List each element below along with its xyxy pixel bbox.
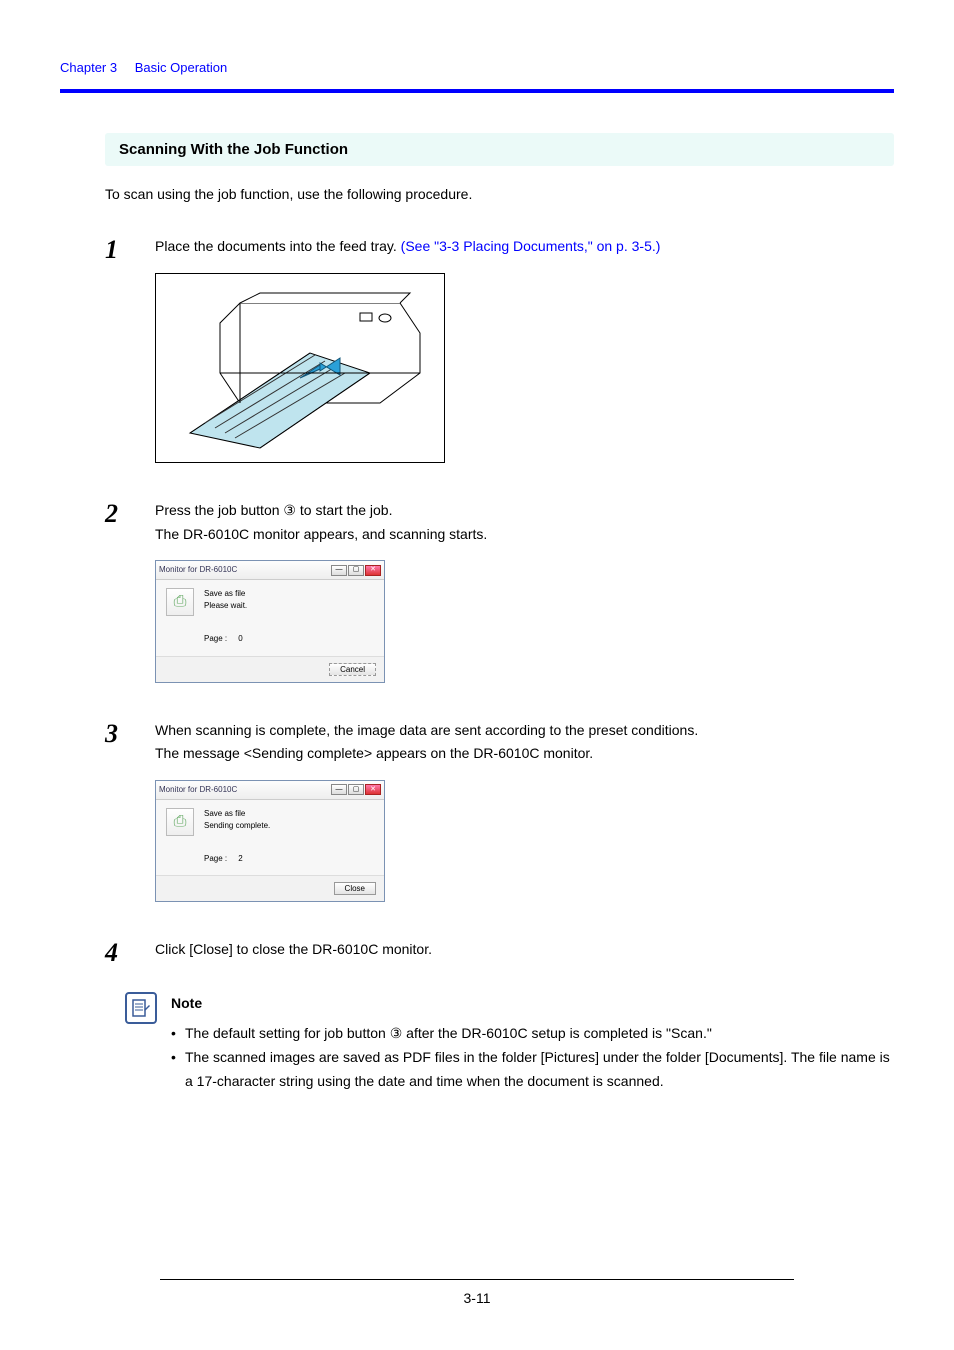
monitor-title: Monitor for DR-6010C [159, 563, 237, 577]
footer-rule [160, 1279, 794, 1280]
step3-line1: When scanning is complete, the image dat… [155, 719, 894, 743]
cancel-button[interactable]: Cancel [329, 663, 376, 676]
monitor1-line1: Save as file [204, 588, 247, 600]
note-block: Note The default setting for job button … [125, 992, 894, 1093]
maximize-icon[interactable]: ▢ [348, 784, 364, 795]
job-button-3-icon: ③ [390, 1022, 403, 1046]
note-bullet-2: The scanned images are saved as PDF file… [171, 1046, 894, 1094]
monitor2-figure: Monitor for DR-6010C — ▢ ✕ ⎙ Save as fil… [155, 780, 894, 902]
monitor-titlebar: Monitor for DR-6010C — ▢ ✕ [156, 561, 384, 580]
monitor1-line2: Please wait. [204, 600, 247, 612]
intro-text: To scan using the job function, use the … [105, 184, 894, 205]
step-3: 3 When scanning is complete, the image d… [105, 719, 894, 913]
monitor2-page-label: Page : [204, 854, 227, 863]
step-body: Place the documents into the feed tray. … [155, 235, 894, 473]
step-body: Click [Close] to close the DR-6010C moni… [155, 938, 894, 966]
step-2: 2 Press the job button ③ to start the jo… [105, 499, 894, 693]
step2-text-a: Press the job button [155, 502, 283, 518]
job-button-3-icon: ③ [283, 499, 296, 523]
note-title: Note [171, 992, 894, 1016]
step-4: 4 Click [Close] to close the DR-6010C mo… [105, 938, 894, 966]
close-icon[interactable]: ✕ [365, 784, 381, 795]
step-body: Press the job button ③ to start the job.… [155, 499, 894, 693]
minimize-icon[interactable]: — [331, 784, 347, 795]
monitor-window-2: Monitor for DR-6010C — ▢ ✕ ⎙ Save as fil… [155, 780, 385, 902]
page-number: 3-11 [0, 1290, 954, 1306]
monitor1-page-label: Page : [204, 634, 227, 643]
step-body: When scanning is complete, the image dat… [155, 719, 894, 913]
step-number: 1 [105, 235, 155, 473]
chapter-label: Chapter 3 [60, 60, 117, 75]
note-bullet-1: The default setting for job button ③ aft… [171, 1022, 894, 1046]
monitor-titlebar: Monitor for DR-6010C — ▢ ✕ [156, 781, 384, 800]
scanner-figure [155, 273, 894, 463]
step-number: 4 [105, 938, 155, 966]
step1-text: Place the documents into the feed tray. [155, 238, 401, 254]
step-1: 1 Place the documents into the feed tray… [105, 235, 894, 473]
step-number: 3 [105, 719, 155, 913]
monitor1-page-val: 0 [238, 634, 242, 643]
close-icon[interactable]: ✕ [365, 565, 381, 576]
scan-status-icon: ⎙ [166, 808, 194, 836]
scan-status-icon: ⎙ [166, 588, 194, 616]
monitor2-line2: Sending complete. [204, 820, 270, 832]
note-icon [125, 992, 157, 1024]
chapter-header: Chapter 3 Basic Operation [60, 60, 894, 75]
step3-line2: The message <Sending complete> appears o… [155, 742, 894, 766]
step4-text: Click [Close] to close the DR-6010C moni… [155, 941, 432, 957]
monitor1-figure: Monitor for DR-6010C — ▢ ✕ ⎙ Save as fil… [155, 560, 894, 682]
minimize-icon[interactable]: — [331, 565, 347, 576]
monitor-window-1: Monitor for DR-6010C — ▢ ✕ ⎙ Save as fil… [155, 560, 385, 682]
step1-link[interactable]: (See "3-3 Placing Documents," on p. 3-5.… [401, 238, 661, 254]
monitor2-line1: Save as file [204, 808, 270, 820]
step-number: 2 [105, 499, 155, 693]
monitor-title: Monitor for DR-6010C [159, 783, 237, 797]
chapter-title: Basic Operation [135, 60, 228, 75]
scanner-illustration [155, 273, 445, 463]
monitor2-page-val: 2 [238, 854, 242, 863]
step2-line2: The DR-6010C monitor appears, and scanni… [155, 523, 894, 547]
maximize-icon[interactable]: ▢ [348, 565, 364, 576]
section-heading: Scanning With the Job Function [105, 133, 894, 166]
header-rule [60, 89, 894, 93]
close-button[interactable]: Close [334, 882, 376, 895]
step2-text-c: to start the job. [296, 502, 393, 518]
